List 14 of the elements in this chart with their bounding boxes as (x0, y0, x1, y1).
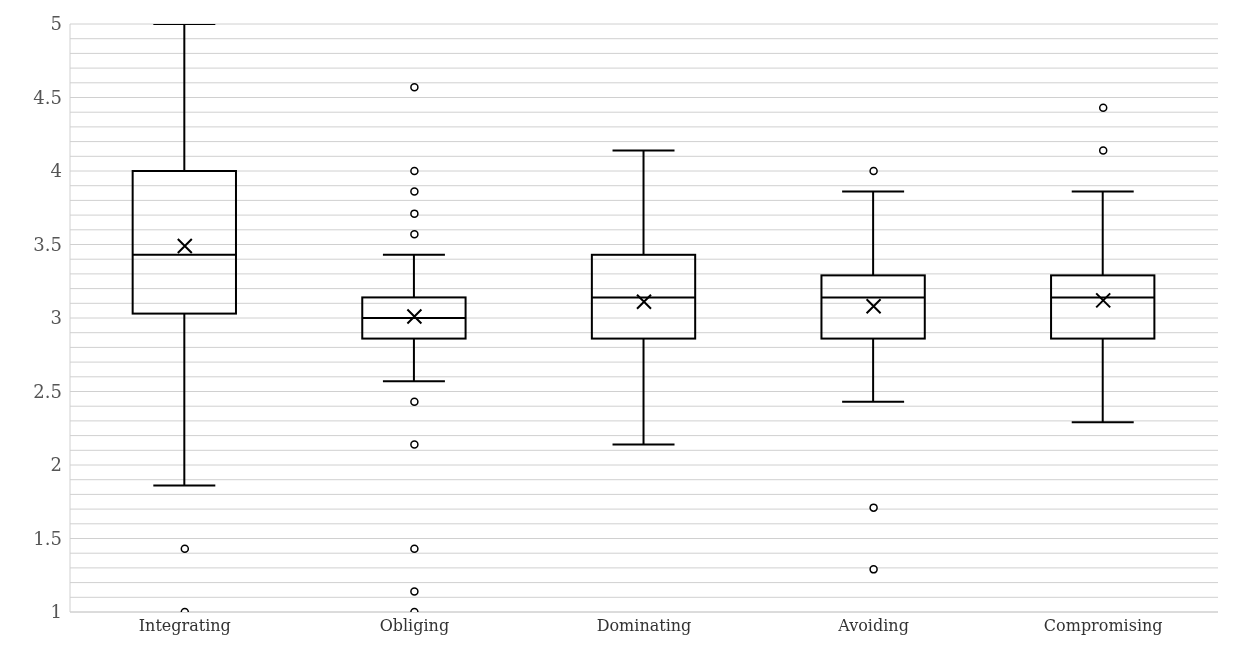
y-tick-label: 4 (50, 160, 62, 182)
y-tick-label: 5 (50, 13, 62, 35)
x-tick-label: Dominating (596, 616, 692, 636)
y-tick-label: 1.5 (33, 527, 62, 549)
x-tick-label: Integrating (138, 616, 231, 636)
y-tick-label: 4.5 (33, 86, 62, 108)
y-tick-label: 2 (50, 454, 62, 476)
y-tick-label: 3 (50, 307, 62, 329)
x-tick-label: Avoiding (837, 616, 909, 636)
y-tick-label: 3.5 (33, 233, 62, 255)
x-tick-label: Compromising (1043, 616, 1163, 636)
y-tick-label: 2.5 (33, 380, 62, 402)
y-tick-label: 1 (50, 601, 62, 623)
x-tick-label: Obliging (379, 616, 450, 636)
